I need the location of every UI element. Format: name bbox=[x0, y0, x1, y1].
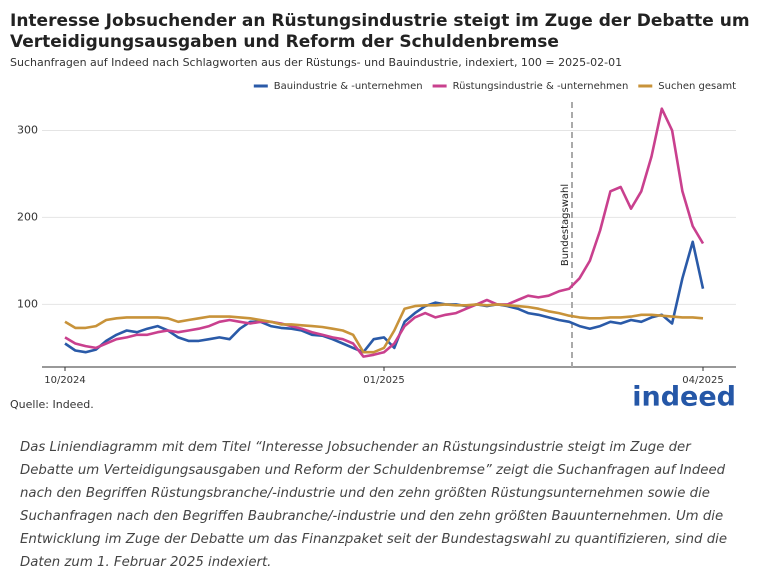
series-line bbox=[64, 240, 705, 354]
series-line bbox=[64, 107, 705, 358]
x-tick-label: 01/2025 bbox=[363, 375, 405, 386]
legend-label: Suchen gesamt bbox=[658, 81, 736, 92]
caption: Das Liniendiagramm mit dem Titel “Intere… bbox=[20, 440, 728, 570]
page: Interesse Jobsuchender an Rüstungsindust… bbox=[10, 11, 750, 570]
y-tick-label: 200 bbox=[17, 210, 38, 223]
annotation: Bundestagswahl bbox=[560, 184, 571, 266]
y-tick-label: 300 bbox=[17, 123, 38, 136]
logo: indeed bbox=[632, 382, 736, 413]
legend-label: Rüstungsindustrie & -unternehmen bbox=[453, 81, 629, 92]
legend-label: Bauindustrie & -unternehmen bbox=[274, 81, 423, 92]
x-tick-label: 04/2025 bbox=[682, 375, 724, 386]
x-tick-label: 10/2024 bbox=[44, 375, 86, 386]
y-tick-label: 100 bbox=[17, 297, 38, 310]
source: Quelle: Indeed. bbox=[10, 398, 94, 411]
chart: Interesse Jobsuchender an Rüstungsindust… bbox=[10, 11, 750, 413]
series-line bbox=[64, 303, 704, 354]
chart-title: Interesse Jobsuchender an Rüstungsindust… bbox=[10, 11, 750, 52]
chart-subtitle: Suchanfragen auf Indeed nach Schlagworte… bbox=[10, 56, 622, 69]
